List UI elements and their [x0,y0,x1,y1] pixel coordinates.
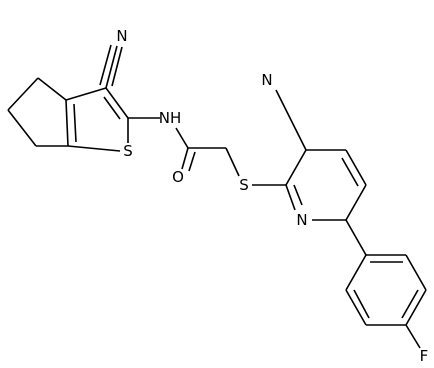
bond [65,87,107,101]
bond [175,127,189,149]
atom-label: S [123,142,133,160]
atom-label: N [296,211,307,229]
bond [37,77,67,101]
bond [103,96,121,120]
atom-label: O [172,168,184,186]
bond [341,157,359,187]
bond [111,46,123,87]
bond [401,289,419,319]
bond [99,44,112,86]
atom-label: NH [159,109,182,127]
atom-label: N [261,71,272,89]
bond [285,184,296,211]
bond [188,151,196,172]
bond [105,45,118,89]
bond [293,184,303,206]
atom-label: S [239,176,249,194]
atom-label: N [116,27,127,45]
bond [67,145,121,152]
bond [275,89,307,151]
bonds [7,44,427,349]
atom-label: F [420,347,429,365]
bond [405,324,421,349]
bond [225,147,240,177]
bond [105,87,129,119]
bond [7,109,37,147]
bond [181,147,189,170]
bond [73,103,77,143]
bond [405,289,427,326]
bond [345,149,367,186]
bond [405,254,427,291]
bond [285,149,307,186]
bond [345,254,367,291]
bond [345,219,367,256]
bond [345,184,367,221]
bond [353,289,370,319]
bond [7,77,39,111]
bond [65,99,69,147]
bond [345,289,367,326]
